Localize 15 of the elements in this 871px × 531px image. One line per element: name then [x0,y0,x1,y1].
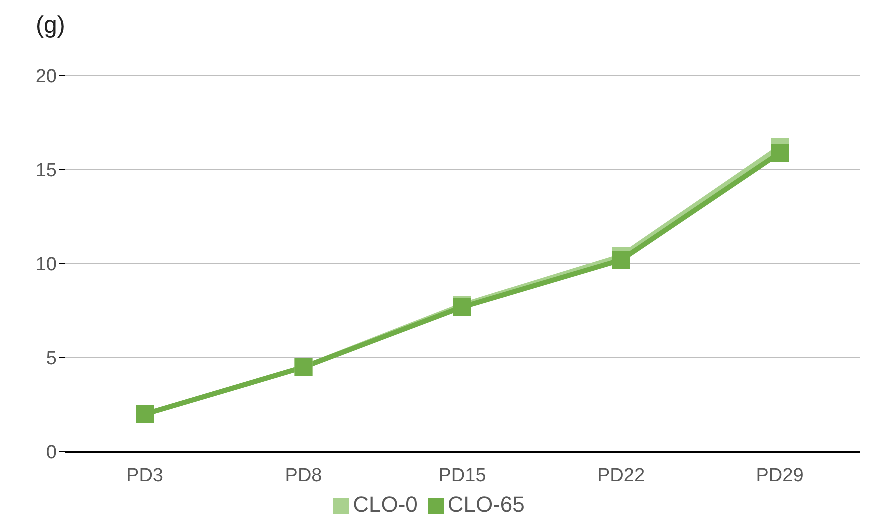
x-tick-label: PD15 [438,465,486,486]
legend-label: CLO-65 [448,492,525,517]
x-tick-label: PD8 [285,465,322,486]
y-tick-label: 10 [36,254,57,276]
y-tick-label: 5 [46,348,57,370]
y-tick-label: 0 [46,442,57,464]
point [612,251,630,270]
legend-label: CLO-0 [353,492,418,517]
x-tick-label: PD22 [597,465,646,486]
x-tick-label: PD3 [126,465,164,486]
y-tick-label: 20 [36,66,57,88]
y-tick-label: 15 [36,160,57,182]
y-axis-title: (g) [36,12,66,40]
point [771,144,789,162]
x-tick-label: PD29 [756,465,804,486]
